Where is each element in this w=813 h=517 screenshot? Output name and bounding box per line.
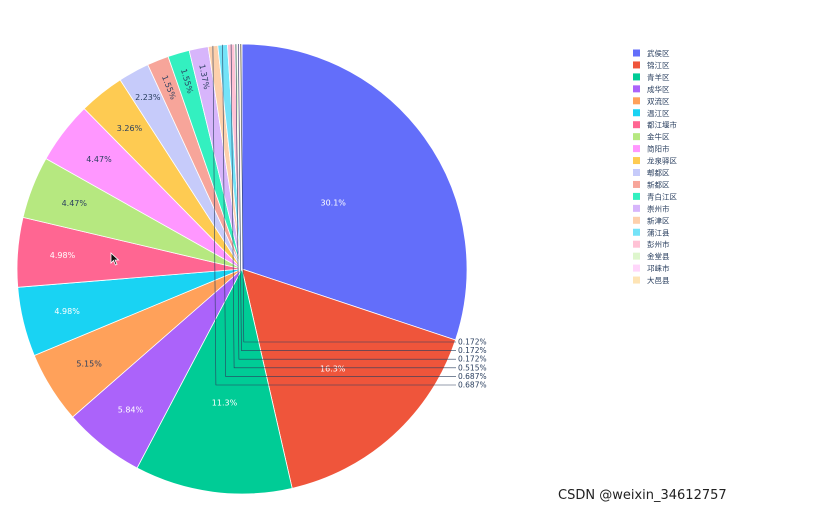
slice-label-5: 4.98% xyxy=(54,307,80,316)
legend-item-12[interactable]: 青白江区 xyxy=(633,191,677,201)
slice-label-3: 5.84% xyxy=(118,406,144,415)
watermark-text: CSDN @weixin_34612757 xyxy=(558,488,727,503)
slice-label-1: 16.3% xyxy=(320,364,346,373)
slice-label-10: 2.23% xyxy=(135,93,161,102)
pie-slice-1[interactable] xyxy=(241,268,456,489)
legend-swatch-15 xyxy=(633,228,640,236)
legend-label-4: 双流区 xyxy=(647,96,670,106)
mouse-cursor-icon xyxy=(110,252,120,266)
slice-label-8: 4.47% xyxy=(86,155,112,164)
legend-label-14: 新津区 xyxy=(647,215,670,225)
legend-label-5: 温江区 xyxy=(647,109,670,118)
outside-labels: 0.172%0.172%0.172%0.515%0.687%0.687% xyxy=(212,43,487,390)
slice-label-0: 30.1% xyxy=(320,199,346,208)
legend-item-3[interactable]: 成华区 xyxy=(633,84,670,94)
legend-swatch-8 xyxy=(633,145,640,153)
leader-line-14 xyxy=(212,45,456,386)
slice-label-18: 0.172% xyxy=(458,346,487,355)
legend-swatch-14 xyxy=(633,216,640,224)
legend-label-9: 龙泉驿区 xyxy=(647,156,677,166)
leader-line-17 xyxy=(235,44,456,360)
slice-label-14: 0.687% xyxy=(458,381,487,390)
legend-swatch-16 xyxy=(633,240,640,248)
slice-label-7: 4.47% xyxy=(62,199,88,208)
leader-line-19 xyxy=(240,43,456,343)
legend-swatch-7 xyxy=(633,133,640,141)
legend[interactable]: 武侯区锦江区青羊区成华区双流区温江区都江堰市金牛区简阳市龙泉驿区郫都区新都区青白… xyxy=(633,48,677,285)
legend-swatch-3 xyxy=(633,85,640,93)
slice-label-9: 3.26% xyxy=(117,124,143,133)
legend-swatch-13 xyxy=(633,204,640,212)
legend-label-2: 青羊区 xyxy=(647,72,670,82)
pie-slices xyxy=(16,43,468,495)
legend-item-13[interactable]: 崇州市 xyxy=(633,203,670,213)
legend-item-16[interactable]: 彭州市 xyxy=(633,239,670,249)
legend-label-3: 成华区 xyxy=(647,84,670,94)
legend-item-2[interactable]: 青羊区 xyxy=(633,72,670,82)
legend-label-16: 彭州市 xyxy=(647,239,670,249)
leader-line-16 xyxy=(230,44,456,369)
slice-label-19: 0.172% xyxy=(458,338,487,347)
legend-item-15[interactable]: 蒲江县 xyxy=(633,227,670,237)
legend-swatch-9 xyxy=(633,157,640,165)
legend-label-8: 简阳市 xyxy=(647,144,670,154)
legend-item-10[interactable]: 郫都区 xyxy=(633,168,670,178)
legend-item-14[interactable]: 新津区 xyxy=(633,215,670,225)
slice-label-2: 11.3% xyxy=(212,398,238,407)
legend-swatch-18 xyxy=(633,264,640,272)
legend-item-6[interactable]: 都江堰市 xyxy=(633,120,677,130)
slice-label-6: 4.98% xyxy=(50,251,76,260)
legend-label-1: 锦江区 xyxy=(647,60,670,70)
legend-label-6: 都江堰市 xyxy=(647,120,677,130)
legend-swatch-4 xyxy=(633,97,640,105)
slice-label-15: 0.687% xyxy=(458,372,487,381)
slice-label-17: 0.172% xyxy=(458,355,487,364)
legend-label-12: 青白江区 xyxy=(647,191,677,201)
legend-label-0: 武侯区 xyxy=(647,48,670,58)
slice-label-4: 5.15% xyxy=(76,360,102,369)
pie-slice-0[interactable] xyxy=(241,43,468,341)
legend-label-18: 邛崃市 xyxy=(647,263,670,273)
legend-swatch-10 xyxy=(633,169,640,176)
legend-item-18[interactable]: 邛崃市 xyxy=(633,263,670,273)
legend-swatch-5 xyxy=(633,109,640,117)
legend-label-13: 崇州市 xyxy=(647,203,670,213)
legend-label-15: 蒲江县 xyxy=(647,227,670,237)
legend-label-10: 郫都区 xyxy=(647,168,670,178)
legend-swatch-17 xyxy=(633,252,640,260)
legend-label-19: 大邑县 xyxy=(647,275,670,285)
pie-slice-2[interactable] xyxy=(136,267,293,495)
legend-item-5[interactable]: 温江区 xyxy=(633,109,670,118)
legend-label-17: 金堂县 xyxy=(647,251,670,261)
legend-swatch-12 xyxy=(633,192,640,200)
legend-item-7[interactable]: 金牛区 xyxy=(633,132,670,142)
legend-item-11[interactable]: 新都区 xyxy=(633,179,670,189)
legend-item-0[interactable]: 武侯区 xyxy=(633,48,670,58)
legend-item-17[interactable]: 金堂县 xyxy=(633,251,670,261)
legend-item-4[interactable]: 双流区 xyxy=(633,96,670,106)
legend-item-9[interactable]: 龙泉驿区 xyxy=(633,156,677,166)
legend-swatch-11 xyxy=(633,180,640,188)
legend-swatch-0 xyxy=(633,49,640,57)
slice-label-16: 0.515% xyxy=(458,363,487,372)
legend-item-8[interactable]: 简阳市 xyxy=(633,144,670,154)
legend-swatch-2 xyxy=(633,73,640,81)
legend-item-1[interactable]: 锦江区 xyxy=(633,60,670,70)
legend-label-7: 金牛区 xyxy=(647,132,670,142)
legend-label-11: 新都区 xyxy=(647,179,670,189)
leader-line-18 xyxy=(238,43,456,351)
legend-swatch-6 xyxy=(633,121,640,129)
leader-line-15 xyxy=(222,44,456,377)
legend-item-19[interactable]: 大邑县 xyxy=(633,275,670,285)
legend-swatch-1 xyxy=(633,61,640,69)
legend-swatch-19 xyxy=(633,276,640,284)
